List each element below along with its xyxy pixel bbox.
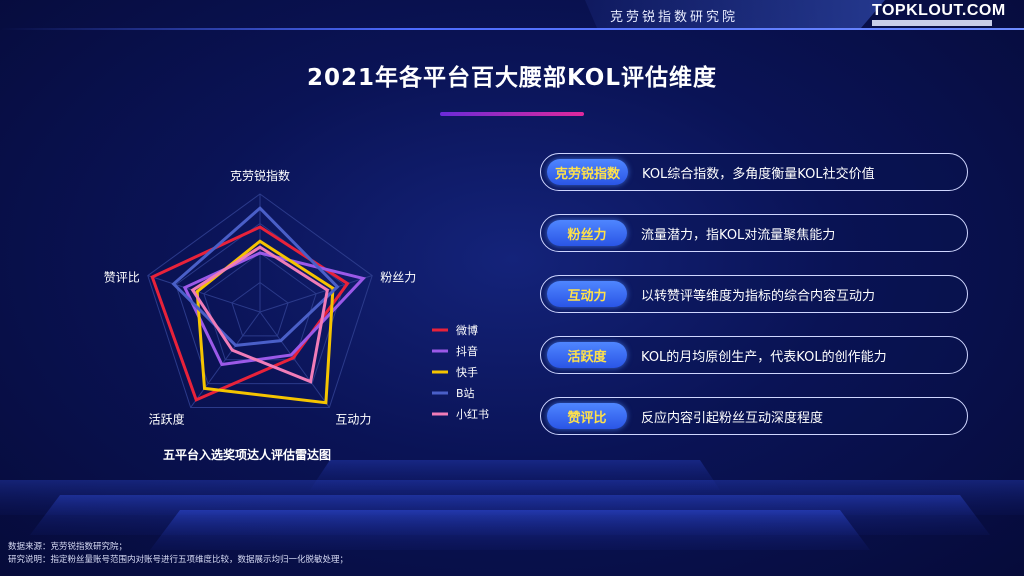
- footer-notes: 数据来源：克劳锐指数研究院； 研究说明：指定粉丝量账号范围内对账号进行五项维度比…: [8, 541, 348, 567]
- dimension-card: 粉丝力 流量潜力，指KOL对流量聚焦能力: [540, 214, 968, 252]
- institute-name: 克劳锐指数研究院: [610, 10, 739, 25]
- title-underline: [440, 112, 584, 116]
- top-bar: 克劳锐指数研究院 TOPKLOUT.COM: [0, 0, 1024, 30]
- dimension-card: 赞评比 反应内容引起粉丝互动深度程度: [540, 397, 968, 435]
- radar-axis-label: 克劳锐指数: [230, 168, 290, 183]
- legend-label: 快手: [456, 365, 478, 379]
- dimension-desc: KOL的月均原创生产，代表KOL的创作能力: [641, 349, 887, 365]
- stage-floor: [0, 460, 1024, 550]
- radar-series-polygon: [190, 245, 329, 384]
- radar-grid-ring: [175, 222, 345, 385]
- legend-label: 小红书: [456, 408, 489, 421]
- radar-grid-ring: [231, 281, 289, 337]
- legend-label: 微博: [456, 323, 478, 337]
- dimension-list: 克劳锐指数 KOL综合指数，多角度衡量KOL社交价值 粉丝力 流量潜力，指KOL…: [540, 153, 968, 458]
- chart-caption: 五平台入选奖项达人评估雷达图: [163, 448, 332, 462]
- radar-spoke: [147, 275, 261, 313]
- top-divider: [0, 28, 1024, 30]
- dimension-card: 互动力 以转赞评等维度为指标的综合内容互动力: [540, 275, 968, 313]
- legend-label: 抖音: [456, 344, 478, 358]
- data-source: 数据来源：克劳锐指数研究院；: [8, 542, 128, 552]
- radar-axis-label: 粉丝力: [380, 271, 416, 285]
- dimension-desc: KOL综合指数，多角度衡量KOL社交价值: [642, 166, 875, 182]
- legend-label: B站: [456, 386, 475, 400]
- brand-subtitle-strip: [872, 20, 992, 26]
- dimension-label: 赞评比: [547, 403, 627, 429]
- radar-series-polygon: [150, 225, 350, 402]
- page-title: 2021年各平台百大腰部KOL评估维度: [306, 65, 717, 91]
- radar-series-polygon: [171, 206, 340, 347]
- radar-series-polygon: [182, 251, 367, 367]
- brand-logo: TOPKLOUT.COM: [872, 2, 1006, 19]
- top-bar-banner: [585, 0, 885, 28]
- dimension-card: 克劳锐指数 KOL综合指数，多角度衡量KOL社交价值: [540, 153, 968, 191]
- dimension-desc: 以转赞评等维度为指标的综合内容互动力: [641, 288, 876, 304]
- dimension-desc: 反应内容引起粉丝互动深度程度: [641, 410, 824, 426]
- radar-series-polygon: [195, 239, 335, 405]
- radar-grid-ring: [147, 193, 373, 408]
- dimension-label: 克劳锐指数: [547, 159, 629, 185]
- dimension-label: 互动力: [547, 281, 627, 307]
- radar-axis-label: 互动力: [335, 412, 371, 426]
- dimension-label: 活跃度: [547, 342, 627, 368]
- dimension-label: 粉丝力: [547, 220, 627, 246]
- radar-axis-label: 活跃度: [149, 411, 185, 426]
- dimension-desc: 流量潜力，指KOL对流量聚焦能力: [641, 227, 836, 243]
- radar-axis-label: 赞评比: [104, 271, 140, 285]
- radar-spoke: [190, 311, 261, 408]
- radar-spoke: [259, 275, 373, 313]
- radar-spoke: [259, 311, 330, 408]
- research-note: 研究说明：指定粉丝量账号范围内对账号进行五项维度比较，数据展示均归一化脱敏处理；: [8, 555, 349, 565]
- dimension-card: 活跃度 KOL的月均原创生产，代表KOL的创作能力: [540, 336, 968, 374]
